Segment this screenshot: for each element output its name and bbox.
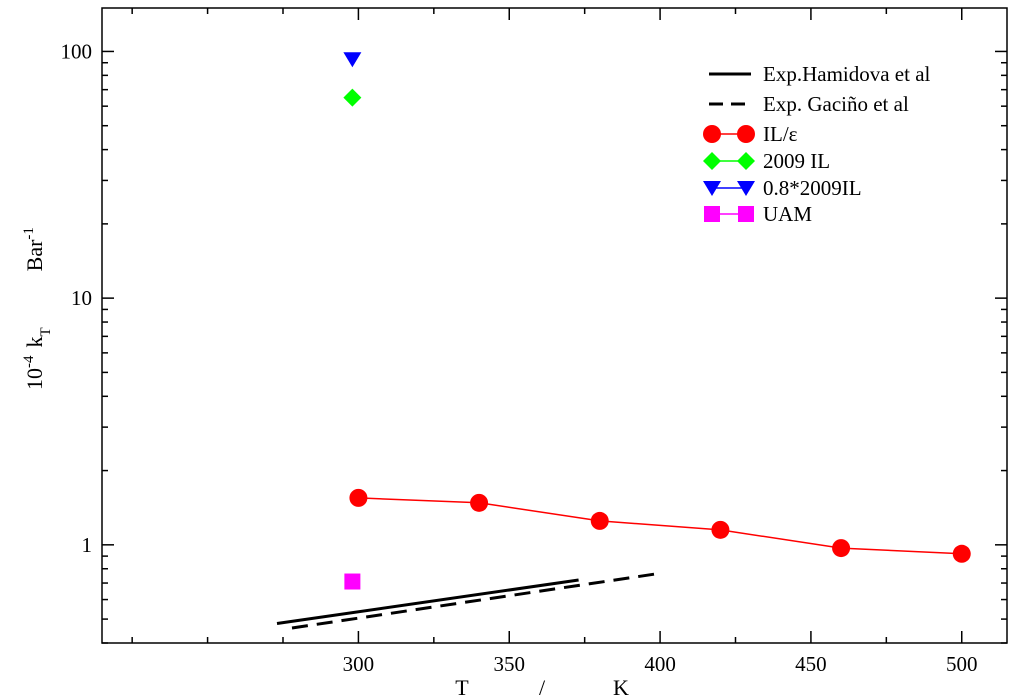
legend-swatch-08-2009il-marker-right	[737, 181, 755, 196]
legend: Exp.Hamidova et al Exp. Gaciño et al IL/…	[703, 62, 931, 226]
y-tick-label: 10	[71, 286, 92, 310]
y-label-unit-exp: -1	[21, 227, 37, 240]
series-4-point-triangle	[343, 52, 362, 68]
x-tick-label: 300	[343, 652, 375, 676]
series-2-point-circle	[952, 544, 971, 563]
plot-frame-rect	[101, 7, 1008, 644]
y-label-unit: Bar	[22, 239, 47, 271]
y-label-exp: -4	[21, 355, 37, 368]
series-2-point-circle	[711, 520, 730, 539]
x-axis-label-quantity: T	[455, 675, 469, 698]
x-tick-label: 400	[644, 652, 676, 676]
legend-label-08-2009il: 0.8*2009IL	[763, 176, 862, 200]
x-axis-label-separator: /	[539, 675, 546, 698]
legend-label-2009il: 2009 IL	[763, 149, 830, 173]
series-2-point-circle	[470, 493, 489, 512]
legend-swatch-2009il-marker-left	[703, 152, 721, 170]
legend-label-uam: UAM	[763, 202, 812, 226]
legend-label-il-eps: IL/ε	[763, 122, 798, 146]
y-tick-label: 100	[61, 39, 93, 63]
legend-swatch-uam-marker-right	[738, 206, 754, 222]
legend-label-gacino: Exp. Gaciño et al	[763, 92, 909, 116]
series-2-point-circle	[349, 488, 368, 507]
legend-label-hamidova: Exp.Hamidova et al	[763, 62, 931, 86]
series-0-line	[276, 578, 579, 625]
legend-swatch-il-eps-marker-right	[737, 125, 755, 143]
series-5-point-square	[344, 573, 361, 590]
x-axis-label: T / K	[455, 675, 629, 698]
series-3-point-diamond	[343, 88, 362, 107]
legend-swatch-08-2009il-marker-left	[703, 181, 721, 196]
y-label-k: k	[22, 337, 47, 348]
series-2-point-circle	[832, 539, 851, 558]
x-tick-label: 350	[494, 652, 526, 676]
legend-swatch-uam-marker-left	[704, 206, 720, 222]
legend-swatch-2009il-marker-right	[737, 152, 755, 170]
y-axis-label: 10-4 kT Bar-1	[21, 227, 54, 390]
x-tick-label: 500	[946, 652, 978, 676]
series-1-line	[291, 572, 655, 630]
y-tick-label: 1	[82, 533, 93, 557]
series-2-point-circle	[590, 511, 609, 530]
y-label-base: 10	[22, 368, 47, 390]
legend-swatch-il-eps-marker-left	[703, 125, 721, 143]
series	[276, 52, 971, 630]
y-label-k-sub: T	[38, 327, 54, 336]
axis-ticks	[102, 8, 1007, 644]
x-tick-label: 450	[795, 652, 827, 676]
plot-frame	[101, 7, 1008, 644]
series-2-line	[358, 497, 962, 555]
y-axis-label-text: 10-4 kT Bar-1	[21, 227, 54, 390]
tick-labels: 300 350 400 450 500 1 10 100	[61, 39, 978, 676]
x-axis-label-unit: K	[613, 675, 629, 698]
